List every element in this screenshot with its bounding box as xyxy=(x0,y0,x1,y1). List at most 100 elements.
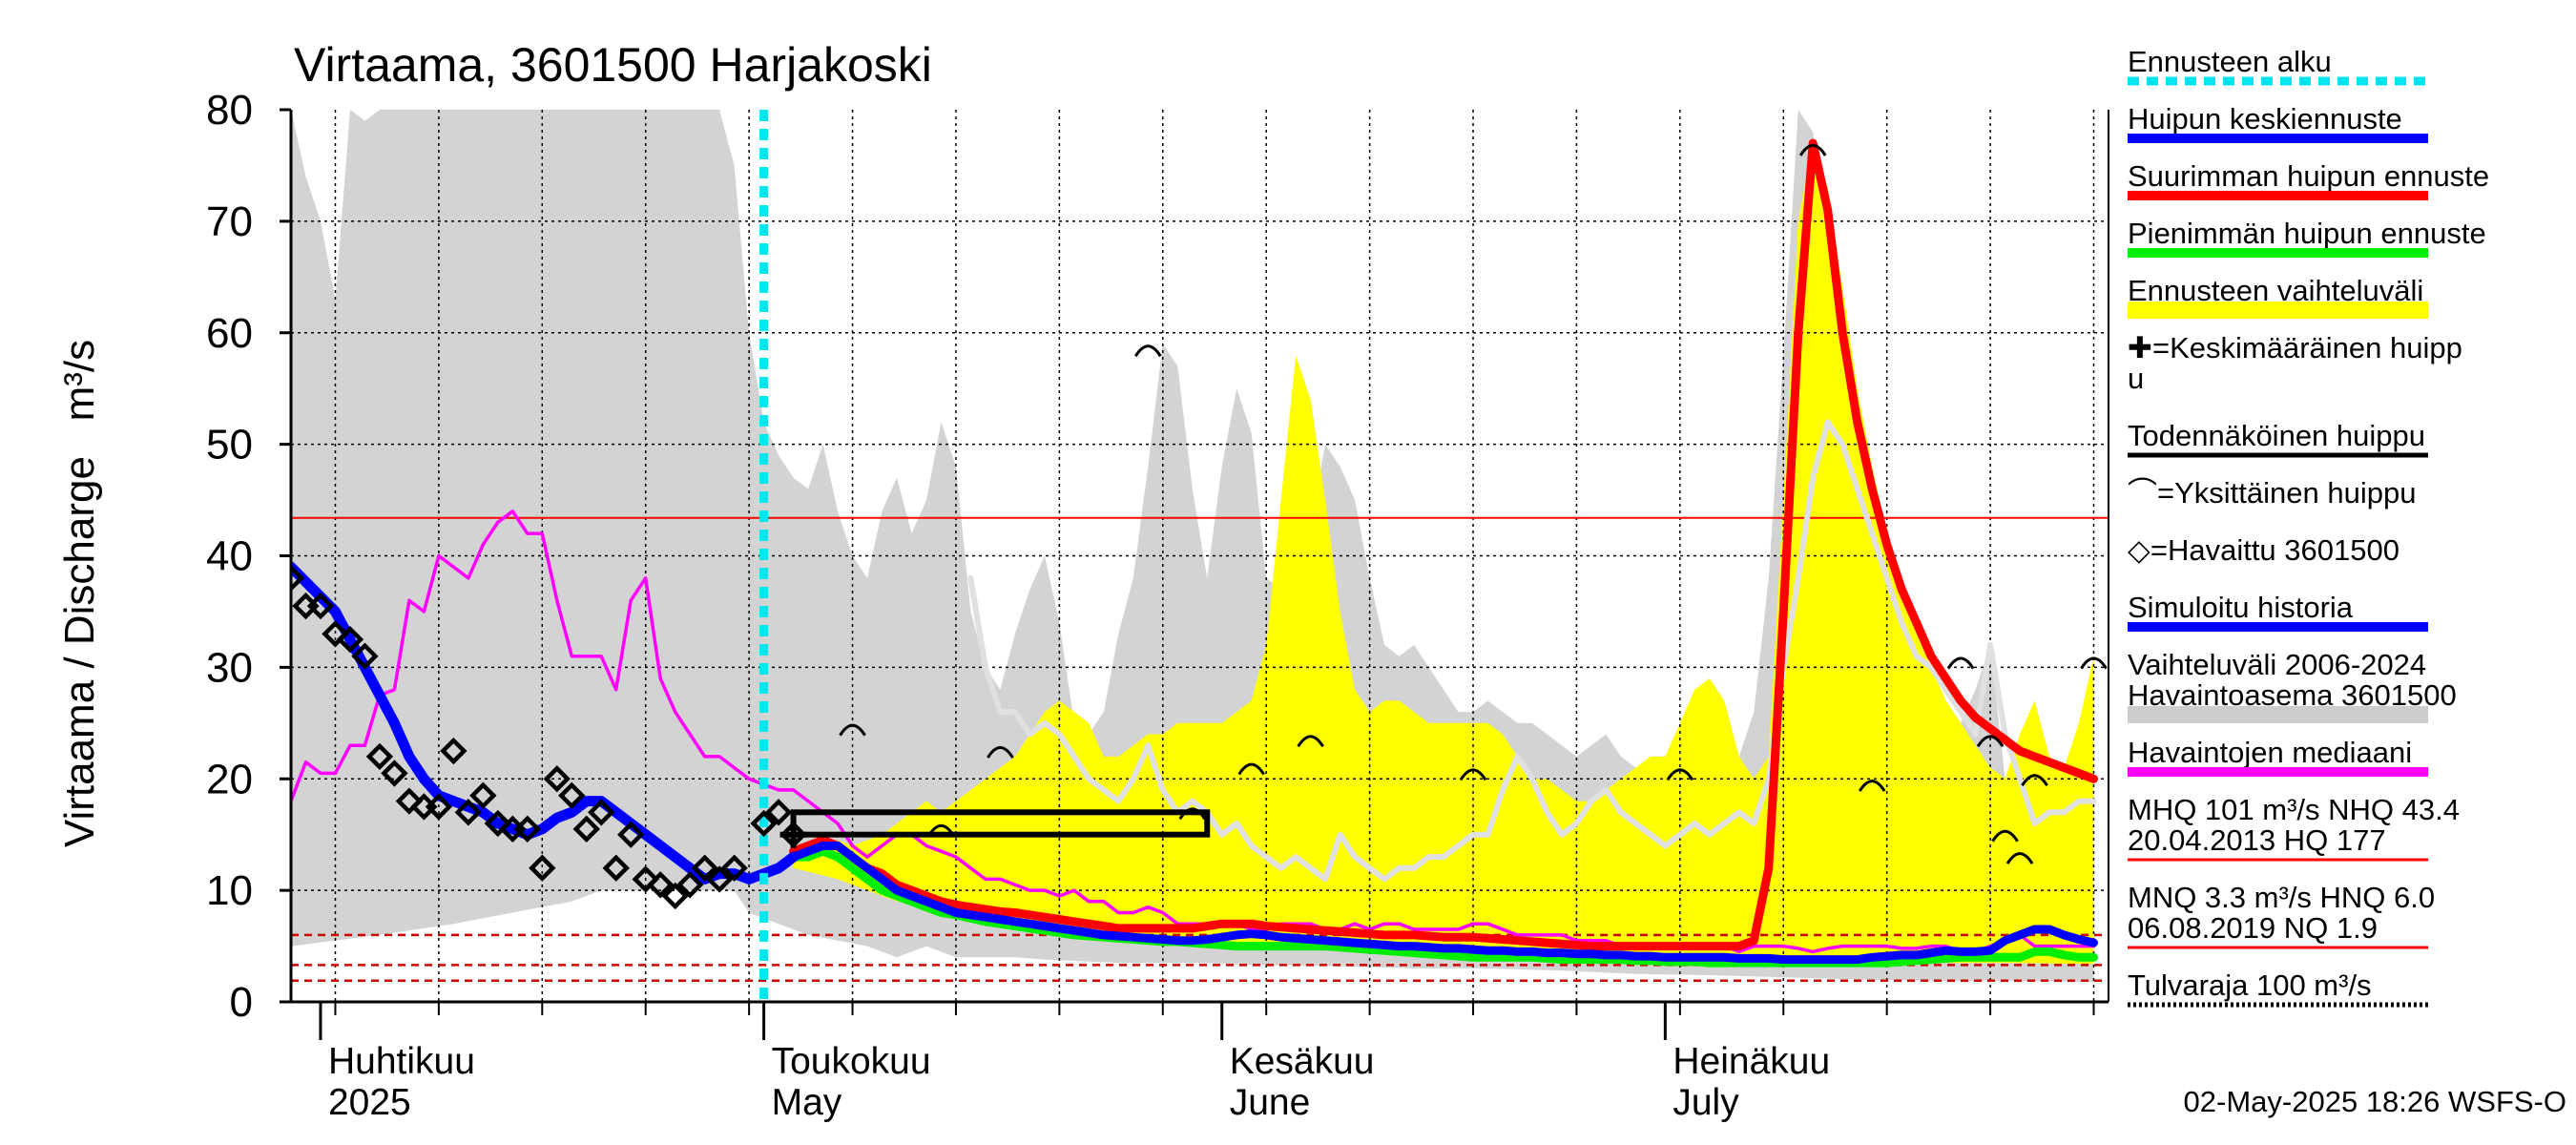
legend: Ennusteen alku Huipun keskiennuste Suurimm… xyxy=(2128,45,2489,1008)
legend-item: Ennusteen vaihteluväli xyxy=(2128,274,2428,319)
observed-point xyxy=(691,854,718,882)
single-peak-marker xyxy=(1134,344,1162,358)
legend-item: Todennäköinen huippu xyxy=(2128,419,2428,458)
single-peak-marker xyxy=(1666,768,1694,781)
legend-item: Havaintojen mediaani xyxy=(2128,736,2428,777)
observed-point xyxy=(395,787,424,815)
legend-label-2: u xyxy=(2128,362,2144,395)
legend-label: MHQ 101 m³/s NHQ 43.4 xyxy=(2128,793,2460,826)
observed-point xyxy=(529,854,556,882)
observed-point xyxy=(336,625,364,654)
observed-point xyxy=(675,871,704,899)
observed-point xyxy=(764,799,793,826)
observed-point xyxy=(572,815,600,843)
month-label-en: 2025 xyxy=(328,1082,411,1123)
single-peak-marker xyxy=(1991,829,2019,843)
legend-swatch xyxy=(2128,706,2428,723)
single-peak-marker xyxy=(1976,735,2005,748)
single-peak-marker xyxy=(1459,768,1487,781)
legend-item: ◇=Havaittu 3601500 xyxy=(2128,533,2399,567)
min-peak-forecast-line xyxy=(789,846,2098,968)
max-peak-forecast-line xyxy=(789,138,2098,951)
simulated-history-line xyxy=(291,561,800,885)
forecast-range-band xyxy=(793,143,2094,965)
legend-item: Pienimmän huipun ennuste xyxy=(2128,217,2486,258)
month-label-en: May xyxy=(772,1082,842,1123)
y-tick-label: 40 xyxy=(206,533,253,580)
single-peak-marker xyxy=(927,823,955,837)
y-tick-label: 30 xyxy=(206,644,253,691)
y-tick-label: 60 xyxy=(206,310,253,357)
observed-point xyxy=(440,737,467,765)
y-tick-label: 20 xyxy=(206,756,253,802)
y-tick-label: 70 xyxy=(206,198,253,245)
single-peak-marker xyxy=(1798,143,1827,156)
legend-label: Suurimman huipun ennuste xyxy=(2128,159,2489,193)
month-label-en: June xyxy=(1230,1082,1311,1123)
observed-point xyxy=(469,781,497,809)
observed-point xyxy=(632,865,659,893)
timestamp: 02-May-2025 18:26 WSFS-O xyxy=(2184,1085,2566,1118)
single-peak-marker xyxy=(1297,735,1324,748)
legend-label: MNQ 3.3 m³/s HNQ 6.0 xyxy=(2128,881,2435,914)
y-tick-label: 0 xyxy=(230,979,253,1026)
y-tick-label: 50 xyxy=(206,422,253,468)
legend-swatch xyxy=(2128,302,2428,319)
legend-label: Havaintojen mediaani xyxy=(2128,736,2412,769)
legend-label-2: 20.04.2013 HQ 177 xyxy=(2128,823,2386,857)
month-label-fi: Toukokuu xyxy=(772,1041,931,1082)
legend-label: Pienimmän huipun ennuste xyxy=(2128,217,2486,250)
legend-label-2: 06.08.2019 NQ 1.9 xyxy=(2128,911,2378,945)
observed-point xyxy=(425,793,453,821)
legend-label: Ennusteen alku xyxy=(2128,45,2332,78)
plot-area xyxy=(291,110,2109,1002)
legend-label: ⌒=Yksittäinen huippu xyxy=(2128,476,2416,510)
legend-label: Simuloitu historia xyxy=(2128,591,2354,624)
observed-point xyxy=(381,760,408,787)
observed-point xyxy=(647,871,675,899)
legend-item: Ennusteen alku xyxy=(2128,45,2428,86)
single-peak-marker xyxy=(2005,852,2034,864)
month-label-en: July xyxy=(1672,1082,1739,1123)
median-line xyxy=(291,510,2096,954)
chart-title: Virtaama, 3601500 Harjakoski xyxy=(294,38,932,92)
single-peak-marker xyxy=(1178,807,1207,821)
observed-point xyxy=(351,642,379,670)
legend-label: ✚=Keskimääräinen huipp xyxy=(2128,331,2462,364)
forecast-central-line xyxy=(789,841,2098,965)
observed-point xyxy=(705,865,734,893)
legend-label: ◇=Havaittu 3601500 xyxy=(2128,533,2399,567)
legend-item: ⌒=Yksittäinen huippu xyxy=(2128,476,2416,510)
observed-point xyxy=(543,765,571,793)
month-label-fi: Heinäkuu xyxy=(1672,1041,1830,1082)
observed-point xyxy=(558,781,586,809)
single-peak-marker xyxy=(839,723,866,737)
legend-label: Tulvaraja 100 m³/s xyxy=(2128,968,2372,1002)
observed-point xyxy=(602,854,630,882)
single-peak-marker xyxy=(1946,656,1975,670)
observed-point xyxy=(661,882,689,910)
single-peak-marker xyxy=(2021,774,2048,787)
single-peak-marker xyxy=(2080,656,2108,670)
legend-item: Tulvaraja 100 m³/s xyxy=(2128,968,2428,1008)
legend-label: Huipun keskiennuste xyxy=(2128,102,2402,135)
y-tick-label: 80 xyxy=(206,87,253,134)
mean-peak-marker xyxy=(779,821,807,848)
legend-item: Suurimman huipun ennuste xyxy=(2128,159,2489,200)
observed-point xyxy=(588,799,615,826)
observed-point xyxy=(322,620,349,648)
y-tick-label: 10 xyxy=(206,867,253,914)
legend-item: MNQ 3.3 m³/s HNQ 6.006.08.2019 NQ 1.9 xyxy=(2128,881,2435,949)
month-label-fi: Kesäkuu xyxy=(1230,1041,1375,1082)
observed-point xyxy=(513,815,541,843)
observed-point xyxy=(750,809,778,838)
legend-item: ✚=Keskimääräinen huippu xyxy=(2128,331,2462,395)
observed-point xyxy=(720,854,748,882)
legend-item: Huipun keskiennuste xyxy=(2128,102,2428,143)
history-central-line xyxy=(967,419,2097,883)
observed-point xyxy=(454,799,483,826)
observed-point xyxy=(484,809,512,838)
observed-point xyxy=(291,564,305,593)
